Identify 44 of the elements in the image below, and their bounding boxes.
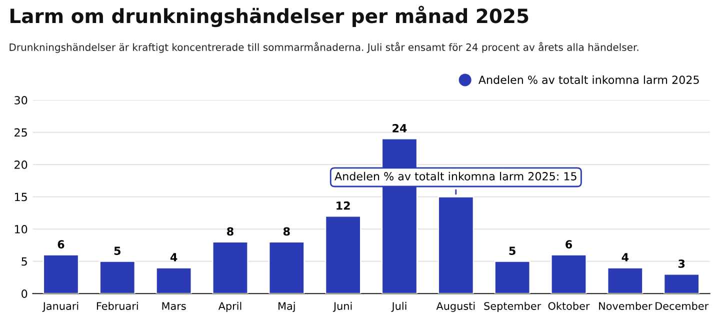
data-label: 8 (283, 227, 290, 236)
data-label: 5 (114, 246, 120, 255)
y-tick-label: 30 (14, 96, 28, 104)
data-label: 24 (392, 124, 407, 132)
bar (99, 260, 136, 294)
x-tick-label: Februari (96, 302, 138, 310)
bar (42, 254, 80, 294)
bar (268, 241, 305, 294)
data-label: 8 (227, 227, 234, 236)
x-tick-label: Oktober (548, 302, 590, 310)
data-label: 3 (678, 259, 685, 268)
data-label: 4 (170, 253, 178, 262)
data-label: 4 (622, 253, 629, 262)
bar (494, 260, 530, 294)
y-tick-label: 5 (22, 257, 27, 266)
y-tick-label: 10 (14, 225, 28, 234)
data-label: 12 (336, 201, 350, 210)
chart-title: Larm om drunkningshändelser per månad 2025 (10, 6, 528, 28)
bar (156, 267, 192, 294)
x-tick-label: Maj (278, 302, 295, 312)
bar (550, 254, 587, 294)
y-tick-label: 0 (22, 290, 28, 298)
y-tick-label: 20 (14, 160, 28, 169)
bar (664, 274, 700, 294)
y-tick-label: 15 (14, 192, 27, 202)
bar (212, 241, 248, 294)
bar (325, 216, 362, 294)
annotation: Andelen % av totalt inkomna larm 2025: 15 (334, 172, 576, 180)
x-tick-label: April (218, 302, 242, 312)
x-tick-label: November (599, 302, 652, 310)
x-tick-label: Juni (332, 302, 352, 312)
x-tick-label: December (656, 302, 709, 310)
bar (607, 267, 644, 294)
legend-label: Andelen % av totalt inkomna larm 2025 (478, 75, 699, 84)
x-tick-label: September (484, 302, 542, 312)
y-tick-label: 25 (14, 128, 27, 137)
x-tick-label: Mars (162, 302, 186, 310)
x-tick-label: Januari (42, 302, 78, 312)
x-tick-label: Juli (391, 302, 406, 312)
data-label: 5 (509, 246, 516, 255)
x-tick-label: Augusti (436, 302, 475, 312)
chart-subtitle: Drunkningshändelser är kraftigt koncentrerade till sommarmånaderna. Juli står ensamt för 24 procent av årets alla händelser. (10, 42, 638, 53)
data-label: 6 (58, 240, 64, 249)
data-label: 6 (566, 240, 572, 249)
